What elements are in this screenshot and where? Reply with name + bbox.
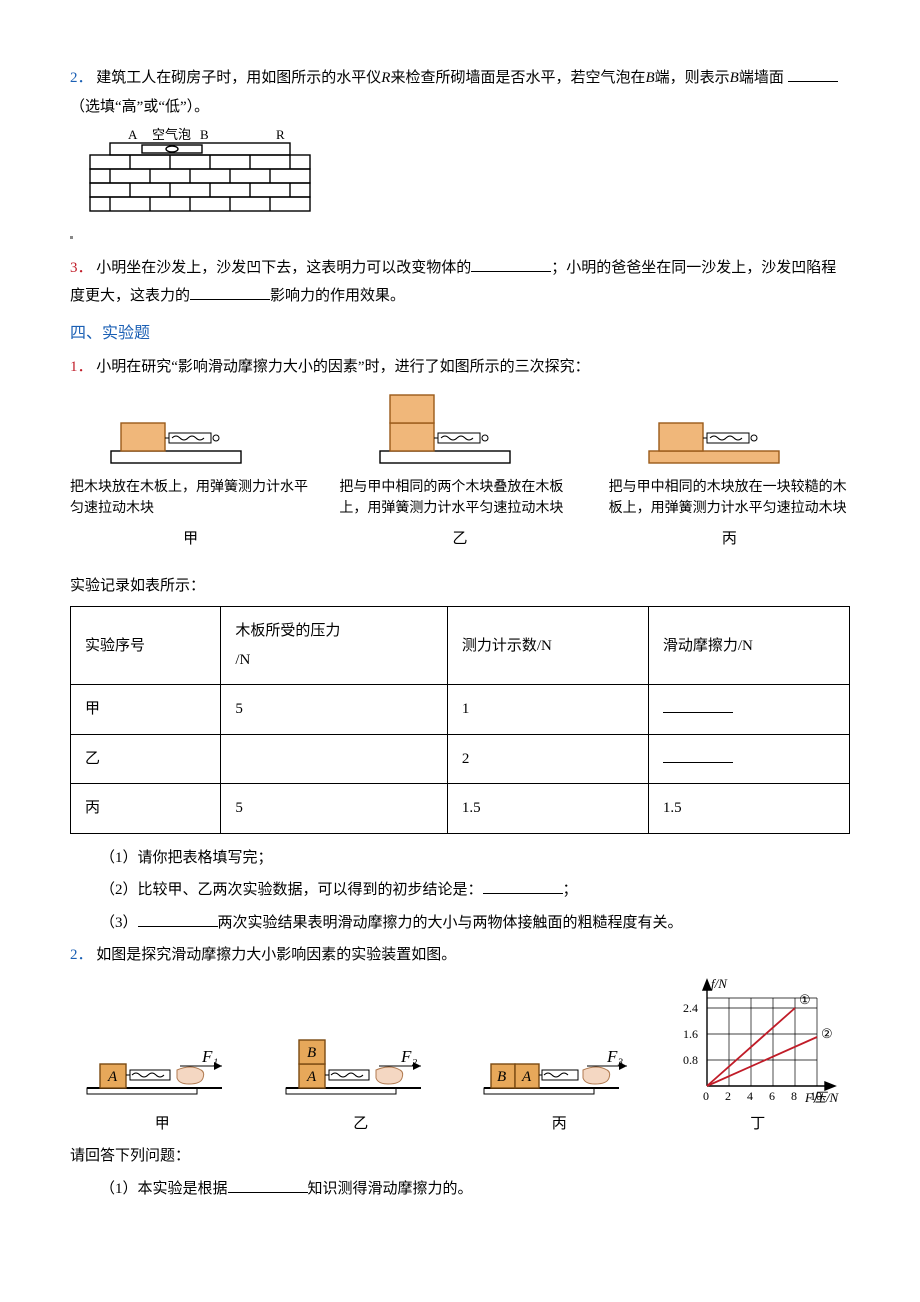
q2-blank bbox=[788, 66, 838, 82]
exp2-fig-yi: A B F₂ bbox=[281, 1010, 441, 1106]
svg-text:10: 10 bbox=[810, 1089, 822, 1103]
exp1-fig-bing bbox=[644, 401, 814, 471]
exp1-caption-yi: 把与甲中相同的两个木块叠放在木板上，用弹簧测力计水平匀速拉动木块 bbox=[339, 477, 580, 519]
q2-number: 2． bbox=[70, 70, 93, 86]
q3-blank-2 bbox=[190, 284, 270, 300]
exp1-sub3-blank bbox=[138, 911, 218, 927]
chart-line-2 bbox=[707, 1037, 817, 1086]
q2-B: B bbox=[645, 70, 654, 86]
exp2-sub1: （1）本实验是根据知识测得滑动摩擦力的。 bbox=[70, 1175, 850, 1204]
exp1-number: 1． bbox=[70, 359, 93, 375]
exp2-col-ding: f/N F压/N 0.8 1.6 2.4 0 2 bbox=[666, 976, 851, 1139]
q3-number: 3． bbox=[70, 260, 93, 276]
exp1-sub2-blank bbox=[483, 878, 563, 894]
exp1-fig-yi bbox=[375, 389, 545, 471]
svg-text:6: 6 bbox=[769, 1089, 775, 1103]
exp2-intro: 2． 如图是探究滑动摩擦力大小影响因素的实验装置如图。 bbox=[70, 941, 850, 970]
svg-text:A: A bbox=[521, 1069, 532, 1085]
cell-blank bbox=[663, 762, 733, 763]
q3-text-c: 影响力的作用效果。 bbox=[270, 288, 405, 304]
q2-text-a: 建筑工人在砌房子时，用如图所示的水平仪 bbox=[96, 70, 381, 86]
exp1-data-table: 实验序号 木板所受的压力 /N 测力计示数/N 滑动摩擦力/N 甲 5 1 乙 … bbox=[70, 606, 850, 834]
exp2-fig-bing: B A F₃ bbox=[479, 1026, 639, 1106]
exp1-fig-jia bbox=[106, 401, 276, 471]
exp2-col-jia: A F₁ 甲 bbox=[70, 1026, 255, 1139]
th-pressure: 木板所受的压力 /N bbox=[221, 607, 447, 685]
exp1-sub1: （1）请你把表格填写完； bbox=[70, 844, 850, 873]
exp1-label-bing: 丙 bbox=[722, 525, 737, 554]
q2-text-b: 来检查所砌墙面是否水平，若空气泡在 bbox=[390, 70, 645, 86]
exp2-fig-jia: A F₁ bbox=[82, 1026, 242, 1106]
exp2-label-yi: 乙 bbox=[353, 1110, 368, 1139]
exp1-col-bing: 把与甲中相同的木块放在一块较糙的木板上，用弹簧测力计水平匀速拉动木块 丙 bbox=[609, 401, 850, 554]
exp1-col-yi: 把与甲中相同的两个木块叠放在木板上，用弹簧测力计水平匀速拉动木块 乙 bbox=[339, 389, 580, 554]
wall-level-figure: A 空气泡 B R bbox=[80, 127, 850, 217]
exp2-label-jia: 甲 bbox=[155, 1110, 170, 1139]
th-reading: 测力计示数/N bbox=[447, 607, 648, 685]
exp2-number: 2． bbox=[70, 947, 93, 963]
table-row: 丙 5 1.5 1.5 bbox=[71, 784, 850, 834]
svg-text:2: 2 bbox=[725, 1089, 731, 1103]
wall-label-B: B bbox=[200, 127, 209, 142]
svg-text:8: 8 bbox=[791, 1089, 797, 1103]
exp1-sub2: （2）比较甲、乙两次实验数据，可以得到的初步结论是：； bbox=[70, 876, 850, 905]
q2-text-c: 端，则表示 bbox=[655, 70, 730, 86]
table-header-row: 实验序号 木板所受的压力 /N 测力计示数/N 滑动摩擦力/N bbox=[71, 607, 850, 685]
cell-blank bbox=[663, 712, 733, 713]
q3-text-a: 小明坐在沙发上，沙发凹下去，这表明力可以改变物体的 bbox=[96, 260, 471, 276]
th-friction: 滑动摩擦力/N bbox=[648, 607, 849, 685]
wall-svg: A 空气泡 B R bbox=[80, 127, 320, 217]
dot-separator bbox=[70, 236, 73, 239]
exp2-label-bing: 丙 bbox=[552, 1110, 567, 1139]
svg-text:4: 4 bbox=[747, 1089, 753, 1103]
svg-text:0.8: 0.8 bbox=[683, 1053, 698, 1067]
exp2-intro-text: 如图是探究滑动摩擦力大小影响因素的实验装置如图。 bbox=[96, 947, 456, 963]
svg-text:f/N: f/N bbox=[711, 976, 728, 991]
th-seq: 实验序号 bbox=[71, 607, 221, 685]
svg-text:A: A bbox=[306, 1069, 317, 1085]
exp1-table-intro: 实验记录如表所示： bbox=[70, 572, 850, 601]
svg-text:①: ① bbox=[799, 992, 811, 1007]
exp1-col-jia: 把木块放在木板上，用弹簧测力计水平匀速拉动木块 甲 bbox=[70, 401, 311, 554]
svg-text:0: 0 bbox=[703, 1089, 709, 1103]
q3-blank-1 bbox=[471, 256, 551, 272]
svg-text:A: A bbox=[107, 1069, 118, 1085]
svg-text:B: B bbox=[497, 1069, 506, 1085]
exp2-label-ding: 丁 bbox=[750, 1110, 765, 1139]
exp1-figures: 把木块放在木板上，用弹簧测力计水平匀速拉动木块 甲 把与甲中相同的两个木块叠放在… bbox=[70, 389, 850, 554]
q2-B2: B bbox=[730, 70, 739, 86]
question-3: 3． 小明坐在沙发上，沙发凹下去，这表明力可以改变物体的；小明的爸爸坐在同一沙发… bbox=[70, 254, 850, 311]
exp1-sub3: （3）两次实验结果表明滑动摩擦力的大小与两物体接触面的粗糙程度有关。 bbox=[70, 909, 850, 938]
exp2-sub1-blank bbox=[228, 1177, 308, 1193]
svg-text:②: ② bbox=[821, 1026, 833, 1041]
svg-text:1.6: 1.6 bbox=[683, 1027, 698, 1041]
exp1-intro: 1． 小明在研究“影响滑动摩擦力大小的因素”时，进行了如图所示的三次探究： bbox=[70, 353, 850, 382]
exp1-label-jia: 甲 bbox=[183, 525, 198, 554]
wall-label-bubble: 空气泡 bbox=[152, 127, 191, 142]
table-row: 乙 2 bbox=[71, 734, 850, 784]
wall-label-R: R bbox=[276, 127, 285, 142]
svg-text:B: B bbox=[307, 1045, 316, 1061]
exp1-label-yi: 乙 bbox=[452, 525, 467, 554]
exp2-chart: f/N F压/N 0.8 1.6 2.4 0 2 bbox=[673, 976, 843, 1106]
exp2-col-bing: B A F₃ 丙 bbox=[467, 1026, 652, 1139]
svg-text:2.4: 2.4 bbox=[683, 1001, 698, 1015]
table-row: 甲 5 1 bbox=[71, 685, 850, 735]
exp2-follow: 请回答下列问题： bbox=[70, 1142, 850, 1171]
question-2: 2． 建筑工人在砌房子时，用如图所示的水平仪R来检查所砌墙面是否水平，若空气泡在… bbox=[70, 64, 850, 121]
exp2-figures: A F₁ 甲 A B bbox=[70, 976, 850, 1139]
wall-label-A: A bbox=[128, 127, 138, 142]
exp1-intro-text: 小明在研究“影响滑动摩擦力大小的因素”时，进行了如图所示的三次探究： bbox=[96, 359, 589, 375]
exp1-caption-jia: 把木块放在木板上，用弹簧测力计水平匀速拉动木块 bbox=[70, 477, 311, 519]
q2-text-e: （选填“高”或“低”）。 bbox=[70, 99, 209, 115]
exp2-col-yi: A B F₂ 乙 bbox=[269, 1010, 454, 1139]
exp1-caption-bing: 把与甲中相同的木块放在一块较糙的木板上，用弹簧测力计水平匀速拉动木块 bbox=[609, 477, 850, 519]
q2-text-d: 端墙面 bbox=[739, 70, 784, 86]
section-4-title: 四、实验题 bbox=[70, 319, 850, 349]
